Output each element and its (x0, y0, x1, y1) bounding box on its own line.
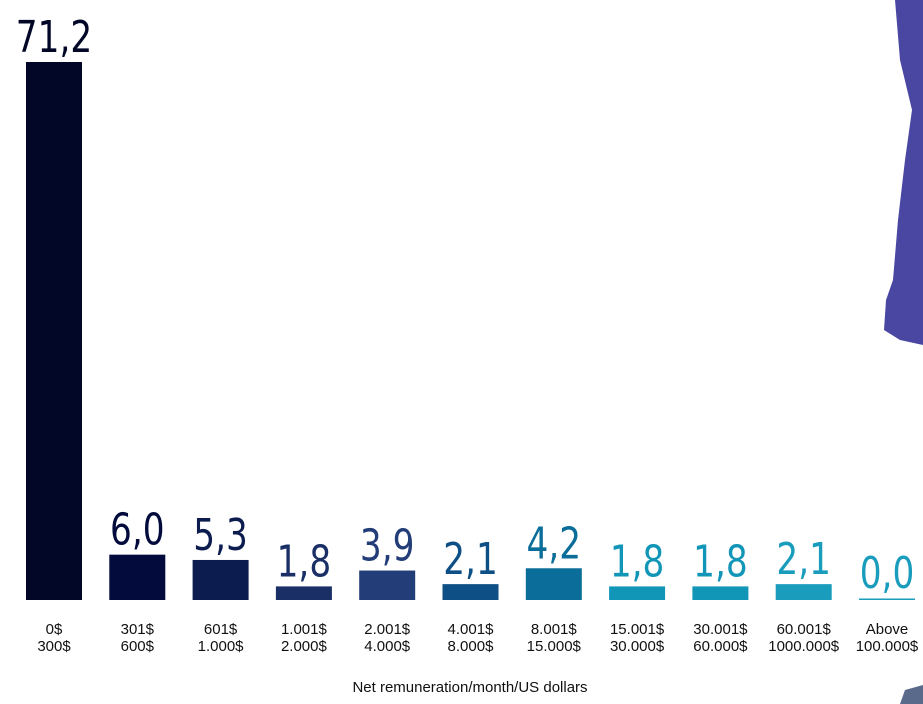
value-label: 71,2 (16, 12, 92, 63)
bar (525, 568, 582, 600)
bar (692, 586, 749, 600)
bar (109, 554, 166, 600)
x-tick-label: 2.000$ (281, 638, 328, 655)
x-tick-label: 1000.000$ (768, 638, 840, 655)
x-tick-label: 30.000$ (610, 638, 665, 655)
value-label: 3,9 (360, 520, 415, 571)
x-tick-label: 15.000$ (527, 638, 582, 655)
x-tick-label: 8.000$ (448, 638, 495, 655)
x-tick-label: 30.001$ (693, 621, 748, 638)
bar (775, 584, 832, 600)
x-tick-label: 0$ (46, 621, 63, 638)
x-tick-label: 15.001$ (610, 621, 665, 638)
value-label: 1,8 (693, 536, 748, 587)
value-label: 2,1 (443, 534, 498, 585)
bar (359, 570, 416, 600)
x-tick-label: 8.001$ (531, 621, 578, 638)
x-tick-label: 60.000$ (693, 638, 748, 655)
x-tick-label: Above (866, 621, 909, 638)
decoration (884, 0, 923, 704)
x-tick-label: 300$ (37, 638, 71, 655)
value-label: 0,0 (860, 548, 915, 599)
bar (442, 584, 499, 600)
value-label: 1,8 (277, 536, 332, 587)
x-tick-label: 601$ (204, 621, 238, 638)
x-tick-label: 301$ (121, 621, 155, 638)
x-axis-label: Net remuneration/month/US dollars (352, 679, 587, 696)
x-tick-label: 60.001$ (777, 621, 832, 638)
bar (26, 62, 82, 600)
value-label: 1,8 (610, 536, 665, 587)
value-label: 4,2 (527, 518, 582, 569)
value-label: 5,3 (193, 510, 248, 561)
x-tick-label: 1.000$ (198, 638, 245, 655)
x-tick-label: 600$ (121, 638, 155, 655)
x-tick-label: 100.000$ (856, 638, 919, 655)
bar (859, 598, 915, 600)
x-tick-label: 1.001$ (281, 621, 328, 638)
x-tick-label: 4.000$ (364, 638, 411, 655)
bar (192, 559, 249, 600)
bar (609, 586, 666, 600)
x-tick-label: 2.001$ (364, 621, 411, 638)
value-label: 6,0 (110, 505, 165, 556)
x-tick-label: 4.001$ (448, 621, 495, 638)
value-label: 2,1 (776, 534, 831, 585)
bar (275, 586, 332, 600)
